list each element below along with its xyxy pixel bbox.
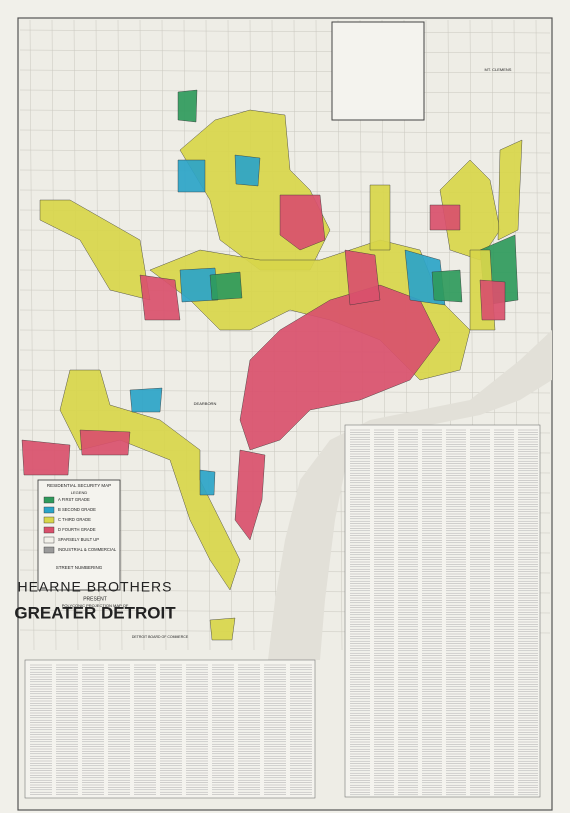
legend-swatch (43, 526, 55, 534)
inset-map (331, 21, 425, 121)
street (19, 69, 551, 74)
legend-label: SPARSELY BUILT UP (58, 537, 99, 542)
grade-area (139, 274, 181, 321)
grade-area (234, 449, 266, 541)
legend-heading: LEGEND (71, 490, 88, 495)
grade-area (431, 269, 463, 303)
street (19, 109, 551, 114)
street (117, 19, 123, 651)
grade-area (129, 387, 163, 413)
grade-area (369, 184, 391, 251)
subtitle: POLYCONIC PROJECTION MAP OF (62, 603, 129, 608)
present: PRESENT (83, 596, 107, 602)
grade-area (79, 429, 131, 456)
street (183, 19, 189, 651)
legend-label: D FOURTH GRADE (58, 527, 96, 532)
street (19, 49, 551, 54)
street (19, 89, 551, 94)
legend-swatch (43, 536, 55, 544)
river (268, 330, 552, 660)
presenter: HEARNE BROTHERS (17, 579, 172, 595)
legend-swatch (43, 546, 55, 554)
legend-title: RESIDENTIAL SECURITY MAP (47, 483, 111, 488)
grade-area (209, 617, 236, 641)
legend-label: B SECOND GRADE (58, 507, 96, 512)
legend-label: C THIRD GRADE (58, 517, 91, 522)
grade-area (177, 159, 206, 193)
street (29, 19, 35, 651)
place-label: MT. CLEMENS (485, 67, 512, 72)
zones (21, 89, 523, 641)
grade-area (239, 284, 441, 451)
grade-area (179, 267, 219, 303)
street (19, 29, 551, 34)
grade-area (21, 439, 71, 476)
legend-label: INDUSTRIAL & COMMERCIAL (58, 547, 117, 552)
street (161, 19, 167, 651)
grade-area (177, 89, 198, 123)
legend-label: A FIRST GRADE (58, 497, 90, 502)
legend-swatch (43, 516, 55, 524)
grade-area (234, 154, 261, 187)
grade-area (344, 249, 381, 306)
index-text (30, 429, 538, 796)
street (139, 19, 145, 651)
index-table (344, 424, 541, 798)
index-table (24, 659, 316, 799)
grade-area (39, 199, 151, 301)
grade-area (199, 469, 216, 496)
legend-swatch (43, 506, 55, 514)
legend-swatch (43, 496, 55, 504)
grade-area (279, 194, 326, 251)
grade-area (209, 271, 243, 301)
grade-area (479, 279, 506, 321)
grade-area (497, 139, 523, 241)
place-label: DEARBORN (194, 401, 217, 406)
sponsor: DETROIT BOARD OF COMMERCE (132, 635, 189, 639)
title: GREATER DETROIT (14, 603, 176, 622)
grade-area (429, 204, 461, 231)
street-numbering: STREET NUMBERING (56, 565, 103, 570)
